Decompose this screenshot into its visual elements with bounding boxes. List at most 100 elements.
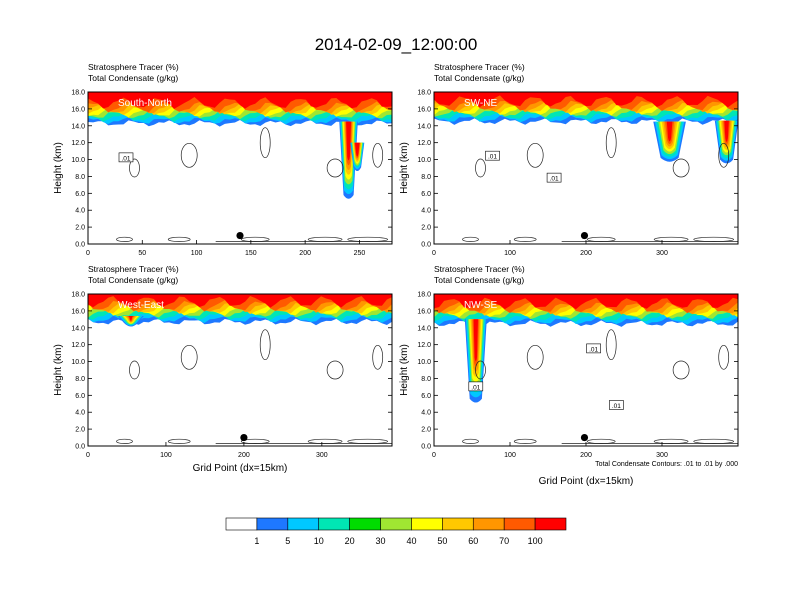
tracer-plume: [346, 121, 351, 161]
y-tick-label: 2.0: [421, 427, 431, 434]
condensate-contours: [462, 127, 738, 242]
y-tick-label: 14.0: [417, 325, 431, 332]
y-tick-label: 14.0: [417, 123, 431, 130]
panel-subtitle: Total Condensate (g/kg): [434, 73, 524, 83]
condensate-contours: [462, 329, 738, 444]
x-tick-label: 300: [656, 452, 668, 459]
contour-line: [167, 236, 191, 242]
y-axis-label: Height (km): [399, 344, 410, 396]
contour-label-text: .01: [612, 403, 621, 410]
panel-west-east: 0.0 2.0 4.0 6.0 8.0 10.0 12.0 14.0 16.0 18.0 0 100 2…: [53, 264, 393, 474]
cross-section-label: West-East: [118, 300, 164, 311]
y-tick-label: 16.0: [71, 106, 85, 113]
colorbar-swatch: [472, 517, 505, 531]
contour-line: [116, 438, 133, 444]
tracer-band: [434, 294, 738, 310]
x-tick-label: 100: [191, 250, 203, 257]
contour-line: [259, 127, 271, 159]
y-axis-label: Height (km): [53, 142, 64, 194]
x-tick-label: 0: [86, 452, 90, 459]
condensate-contours: [116, 127, 392, 242]
tracer-field: [434, 92, 738, 164]
contour-label-box: [468, 381, 484, 392]
y-tick-label: 2.0: [75, 225, 85, 232]
x-tick-label: 100: [504, 250, 516, 257]
location-marker: [580, 433, 589, 442]
tracer-plume: [355, 142, 360, 157]
contour-line: [672, 360, 690, 380]
contour-line: [167, 438, 191, 444]
colorbar-label: 50: [437, 536, 447, 546]
contour-line: [372, 142, 384, 168]
y-tick-label: 8.0: [421, 174, 431, 181]
y-tick-label: 16.0: [417, 106, 431, 113]
tracer-plume: [666, 121, 673, 142]
panel-nw-se: .01 .01 .01 0.0 2.0 4.0 6.0 8.0 10.0 12.0 14.0 16.0…: [399, 264, 739, 487]
contour-line: [129, 360, 140, 380]
contour-line: [718, 344, 730, 370]
colorbar-label: 10: [314, 536, 324, 546]
colorbar-label: 40: [406, 536, 416, 546]
y-tick-label: 2.0: [421, 225, 431, 232]
contour-footnote: Total Condensate Contours: .01 to .01 by…: [595, 461, 738, 468]
y-tick-label: 6.0: [75, 393, 85, 400]
panel-subtitle: Stratosphere Tracer (%): [434, 62, 525, 72]
contour-label-text: .01: [488, 154, 497, 161]
contour-line: [526, 344, 544, 370]
x-tick-label: 300: [316, 452, 328, 459]
y-tick-label: 18.0: [417, 292, 431, 299]
x-axis-label: Grid Point (dx=15km): [539, 476, 634, 487]
contour-line: [129, 158, 140, 178]
contour-label: .01: [586, 343, 601, 353]
tracer-field: [434, 294, 738, 403]
colorbar-swatch: [503, 517, 536, 531]
y-tick-label: 4.0: [421, 410, 431, 417]
plot-frame: [87, 293, 393, 447]
x-tick-label: 150: [245, 250, 257, 257]
contour-label-text: .01: [121, 155, 130, 162]
condensate-contours: [116, 329, 392, 444]
contour-line: [718, 142, 730, 168]
location-marker: [240, 433, 248, 442]
y-tick-label: 4.0: [75, 208, 85, 215]
x-tick-label: 200: [299, 250, 311, 257]
y-tick-label: 10.0: [417, 157, 431, 164]
contour-label-box: [546, 172, 562, 183]
contour-line: [462, 438, 479, 444]
contour-label-text: .01: [471, 384, 480, 391]
panel-subtitle: Total Condensate (g/kg): [88, 275, 178, 285]
colorbar-swatch: [534, 517, 567, 531]
y-tick-label: 14.0: [71, 325, 85, 332]
y-tick-label: 0.0: [75, 242, 85, 249]
x-tick-label: 0: [86, 250, 90, 257]
contour-line: [462, 236, 479, 242]
y-tick-label: 12.0: [71, 140, 85, 147]
colorbar-swatch: [256, 517, 289, 531]
tracer-field: [88, 92, 392, 199]
colorbar-swatch: [411, 517, 443, 531]
panel-sw-ne: .01 .01 0.0 2.0 4.0 6.0 8.0 10.0 12.0 14.0 16.0 18.…: [399, 62, 739, 257]
contour-label: .01: [609, 400, 624, 410]
y-tick-label: 4.0: [75, 410, 85, 417]
contour-line: [605, 127, 617, 159]
contour-line: [116, 236, 133, 242]
tracer-plume: [473, 319, 478, 362]
panel-south-north: .01 0.0 2.0 4.0 6.0 8.0 10.0 12.0 14.0 16.0 18.0 0 5…: [53, 62, 393, 257]
contour-label-text: .01: [589, 346, 598, 353]
y-tick-label: 12.0: [417, 342, 431, 349]
y-tick-label: 6.0: [421, 393, 431, 400]
contour-line: [475, 158, 486, 178]
colorbar-label: 30: [376, 536, 386, 546]
y-tick-label: 12.0: [417, 140, 431, 147]
y-tick-label: 10.0: [71, 157, 85, 164]
contour-label-box: [118, 152, 134, 163]
colorbar-label: 100: [528, 536, 543, 546]
contour-line: [372, 344, 384, 370]
y-tick-label: 10.0: [417, 359, 431, 366]
y-tick-label: 6.0: [421, 191, 431, 198]
contour-label: .01: [485, 150, 500, 161]
colorbar-swatch: [442, 517, 474, 531]
x-tick-label: 50: [138, 250, 146, 257]
location-marker: [236, 231, 244, 240]
colorbar-swatch: [349, 517, 381, 531]
